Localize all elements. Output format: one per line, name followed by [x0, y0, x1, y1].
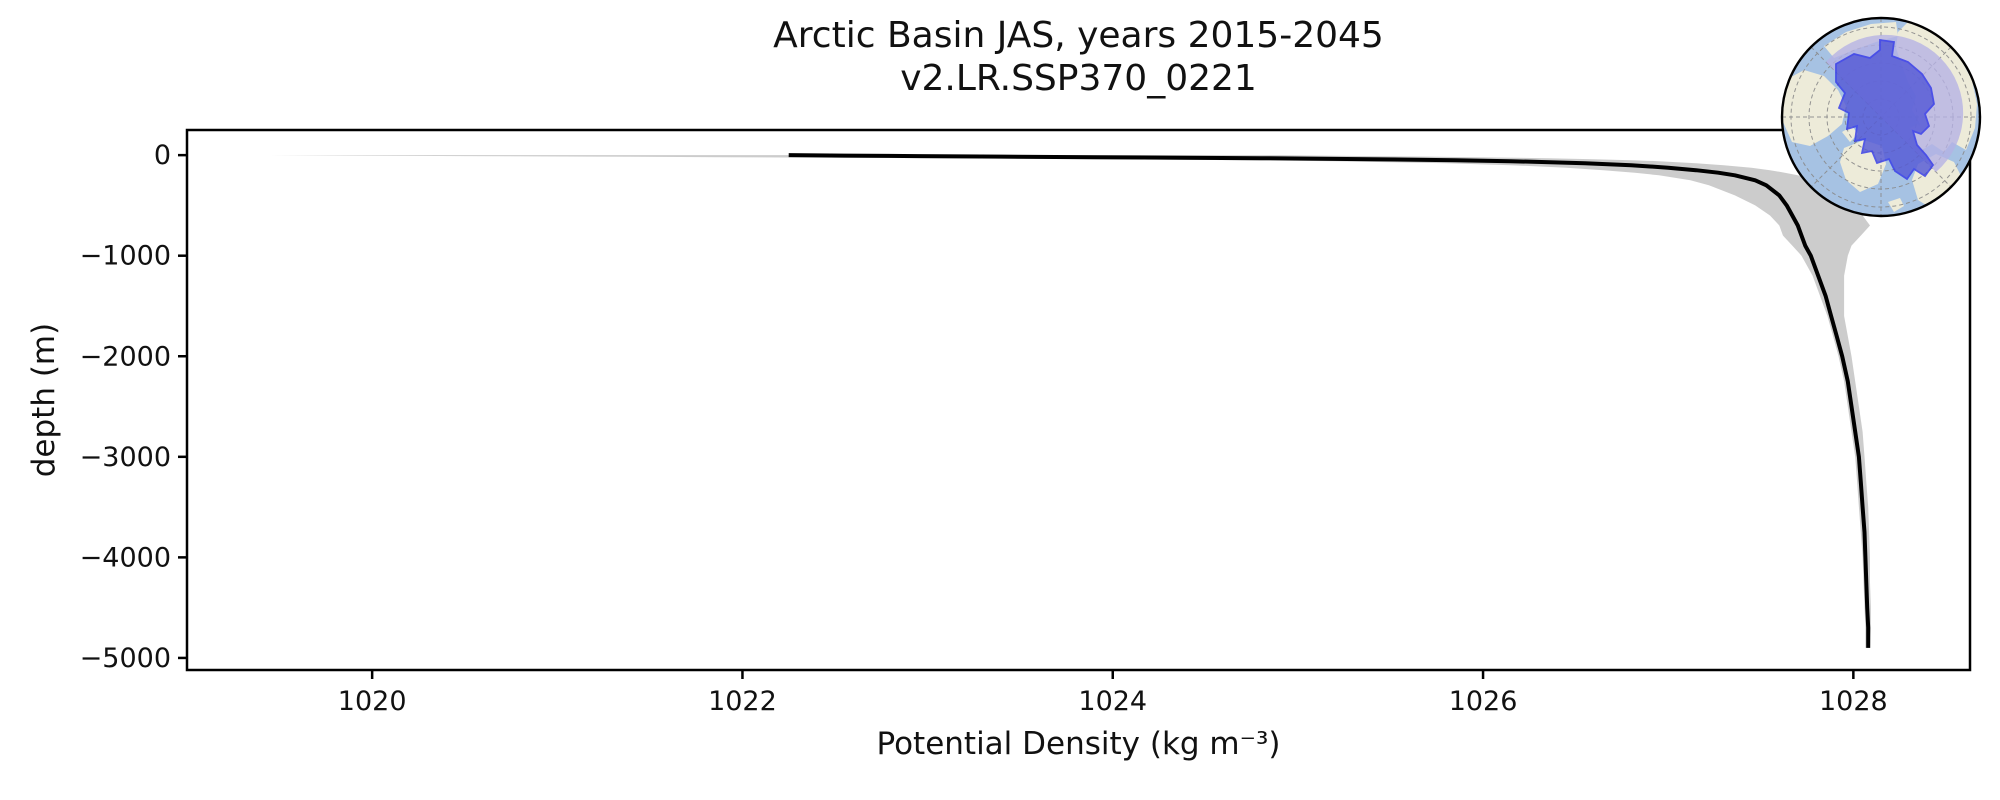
land-arctic-island-3: [1806, 96, 1820, 108]
x-tick-label: 1024: [1078, 686, 1147, 717]
y-axis-label: depth (m): [26, 322, 62, 478]
inset-basin-region: [1835, 38, 1935, 181]
land-north-america: [1782, 70, 1846, 146]
mean-profile-line: [788, 153, 1871, 648]
x-tick-label: 1026: [1449, 686, 1518, 717]
chart-title-line2: v2.LR.SSP370_0221: [900, 58, 1257, 99]
axes-spines: [185, 128, 1972, 672]
x-tick-label: 1020: [338, 686, 407, 717]
y-tick-label: −3000: [80, 442, 171, 473]
x-tick-label: 1022: [708, 686, 777, 717]
inset-map-globe: [1780, 16, 1982, 218]
inset-globe-outline: [1780, 16, 1982, 218]
std-band: [270, 155, 1871, 648]
y-tick-label: −1000: [80, 241, 171, 272]
chart-title: Arctic Basin JAS, years 2015-2045 v2.LR.…: [187, 14, 1970, 100]
x-tick-label: 1028: [1819, 686, 1888, 717]
y-tick-label: −2000: [80, 341, 171, 372]
land-iceland: [1888, 198, 1904, 212]
y-tick-label: −4000: [80, 542, 171, 573]
y-tick-label: 0: [154, 140, 171, 171]
x-axis-label: Potential Density (kg m⁻³): [876, 726, 1281, 762]
chart-title-line1: Arctic Basin JAS, years 2015-2045: [773, 15, 1384, 56]
y-tick-label: −5000: [80, 643, 171, 674]
